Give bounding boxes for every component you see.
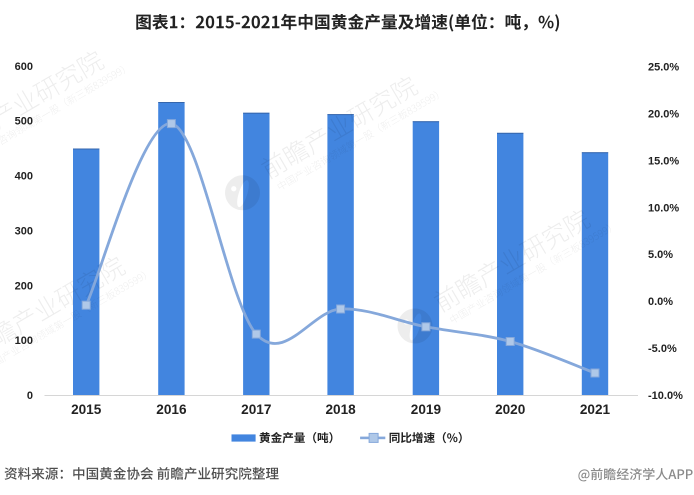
- svg-text:200: 200: [15, 280, 33, 292]
- svg-text:2018: 2018: [325, 402, 356, 417]
- svg-text:2019: 2019: [411, 402, 442, 417]
- svg-text:500: 500: [15, 116, 33, 128]
- svg-text:100: 100: [15, 335, 33, 347]
- svg-text:2017: 2017: [241, 402, 271, 417]
- svg-text:2016: 2016: [156, 402, 187, 417]
- svg-text:600: 600: [15, 61, 33, 73]
- svg-text:400: 400: [15, 171, 33, 183]
- svg-text:15.0%: 15.0%: [648, 155, 679, 167]
- svg-text:10.0%: 10.0%: [648, 202, 679, 214]
- svg-text:2021: 2021: [580, 402, 611, 417]
- svg-text:-5.0%: -5.0%: [648, 343, 677, 355]
- svg-text:0: 0: [27, 390, 33, 402]
- svg-text:0.0%: 0.0%: [648, 296, 673, 308]
- svg-text:-10.0%: -10.0%: [648, 390, 683, 402]
- svg-text:2020: 2020: [495, 402, 525, 417]
- svg-text:300: 300: [15, 225, 33, 237]
- svg-text:5.0%: 5.0%: [648, 249, 673, 261]
- svg-text:25.0%: 25.0%: [648, 62, 679, 74]
- svg-text:20.0%: 20.0%: [648, 109, 679, 121]
- svg-text:2015: 2015: [71, 402, 102, 417]
